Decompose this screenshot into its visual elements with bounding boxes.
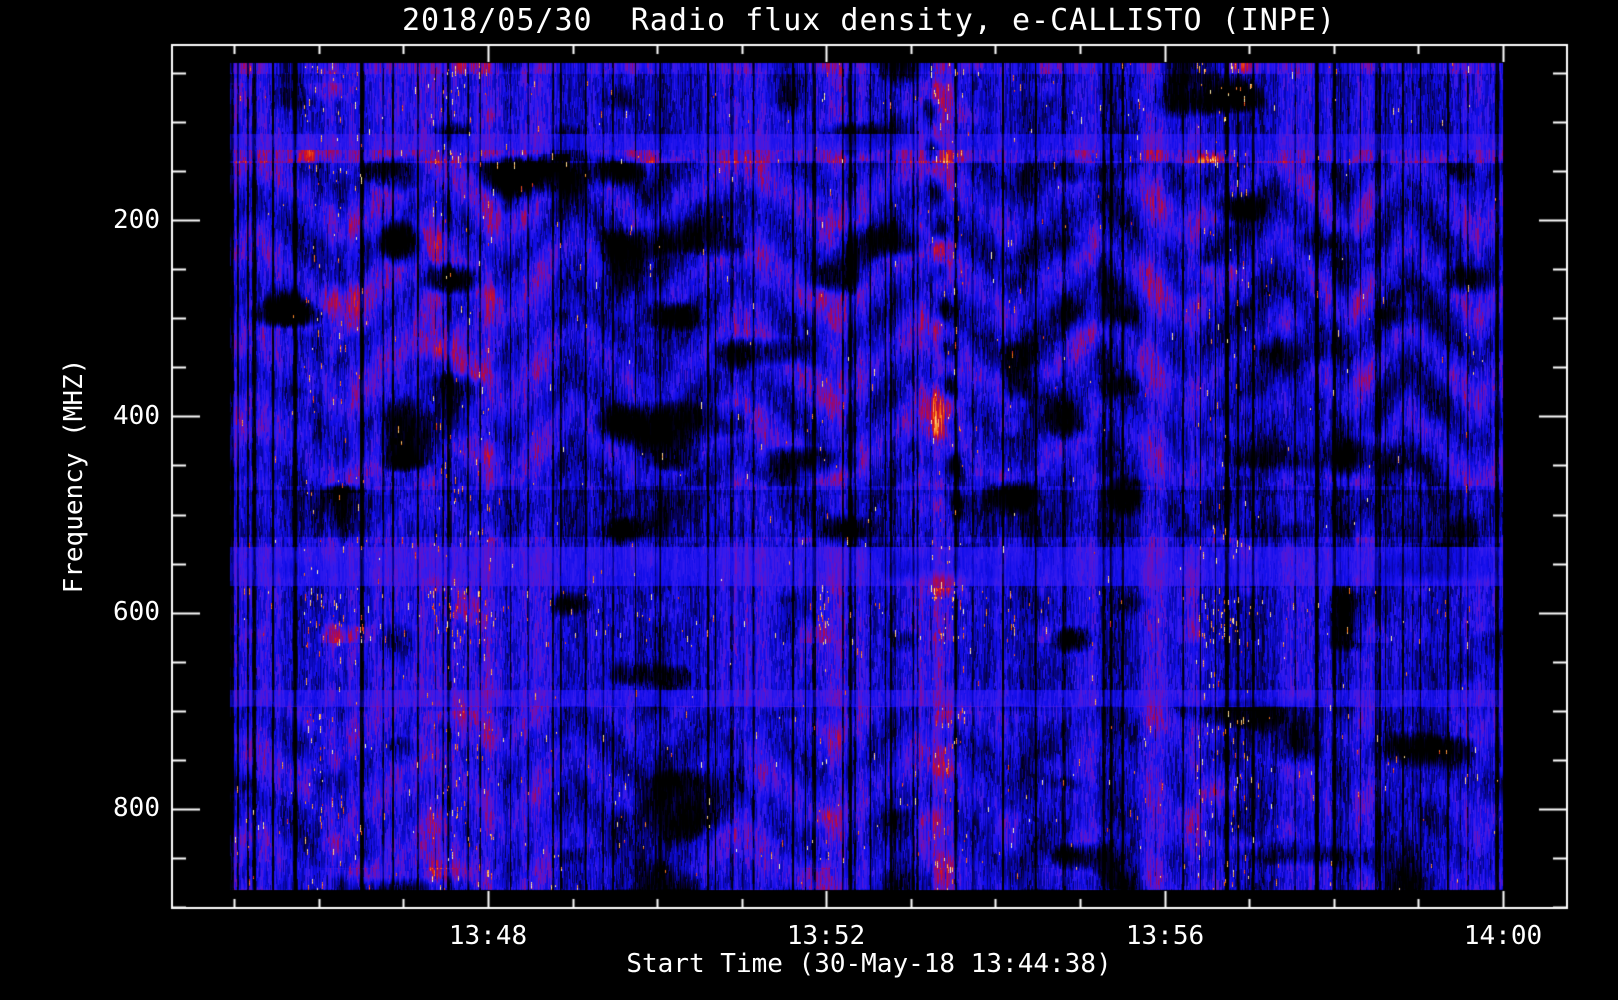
x-tick-label-1348: 13:48 (448, 921, 528, 951)
x-tick-label-1356: 13:56 (1125, 921, 1205, 951)
x-axis-label: Start Time (30-May-18 13:44:38) (626, 949, 1112, 979)
x-tick-label-1400: 14:00 (1463, 921, 1543, 951)
plot-title: 2018/05/30 Radio flux density, e-CALLIST… (401, 3, 1337, 38)
y-tick-label-400: 400 (113, 401, 160, 431)
y-tick-label-200: 200 (113, 205, 160, 235)
y-axis-label: Frequency (MHZ) (59, 358, 89, 594)
y-tick-label-600: 600 (113, 597, 160, 627)
y-tick-label-800: 800 (113, 793, 160, 823)
x-tick-label-1352: 13:52 (786, 921, 866, 951)
